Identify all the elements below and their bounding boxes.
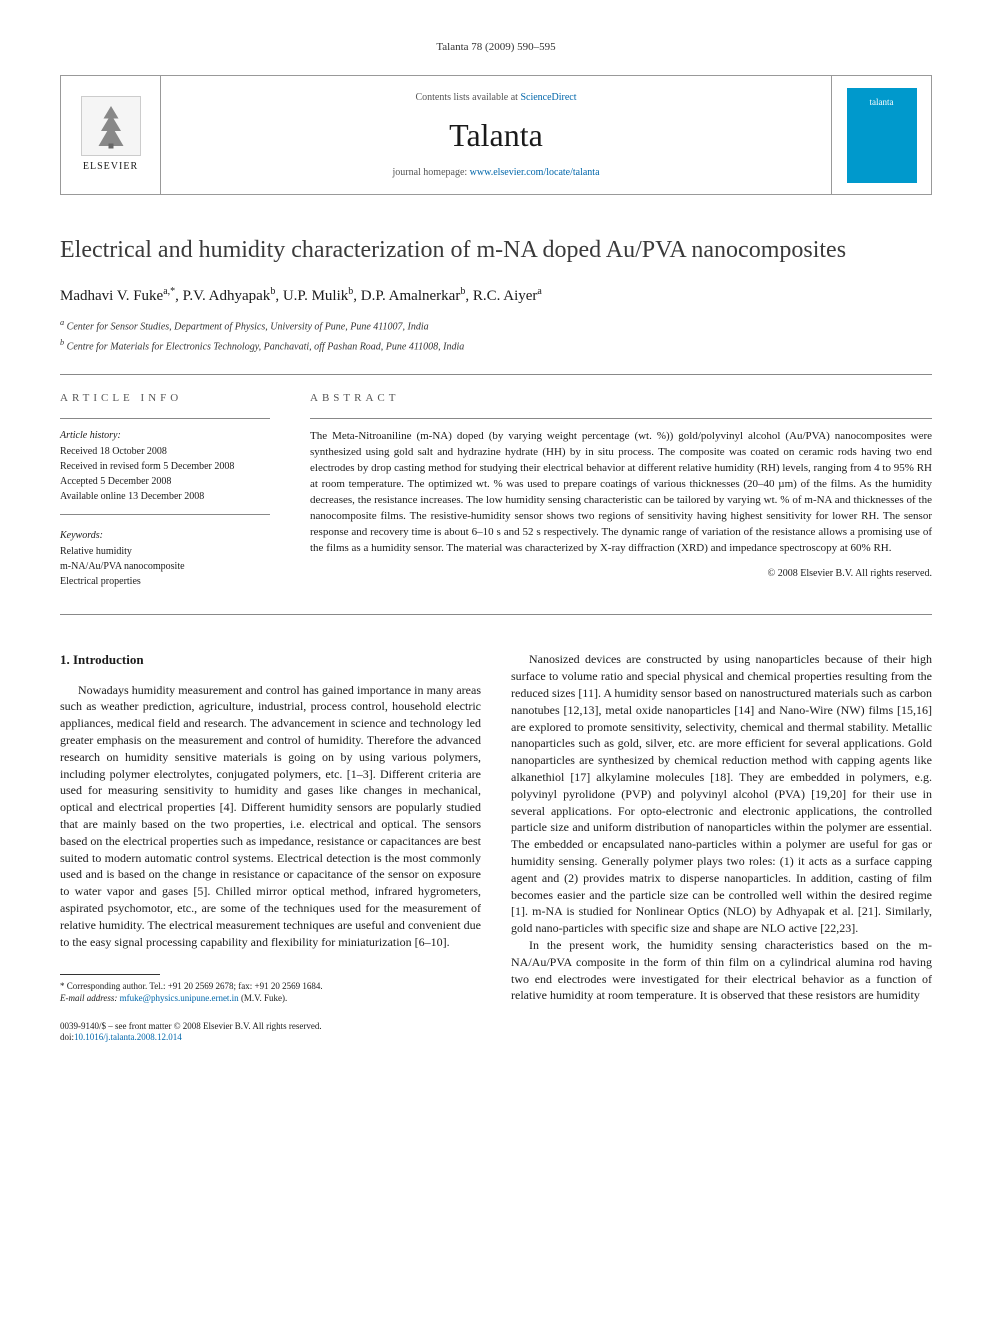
- author-mark: b: [348, 286, 353, 297]
- doi-link[interactable]: 10.1016/j.talanta.2008.12.014: [74, 1032, 182, 1042]
- author-list: Madhavi V. Fukea,*, P.V. Adhyapakb, U.P.…: [60, 285, 932, 307]
- author-name: Madhavi V. Fuke: [60, 288, 163, 304]
- email-label: E-mail address:: [60, 993, 120, 1003]
- author-name: R.C. Aiyer: [473, 288, 538, 304]
- running-header: Talanta 78 (2009) 590–595: [60, 40, 932, 55]
- divider: [60, 374, 932, 375]
- homepage-line: journal homepage: www.elsevier.com/locat…: [392, 166, 599, 180]
- keyword: Electrical properties: [60, 575, 270, 589]
- abstract-heading: ABSTRACT: [310, 391, 932, 406]
- abstract-block: ABSTRACT The Meta-Nitroaniline (m-NA) do…: [310, 391, 932, 590]
- cover-label: talanta: [870, 96, 894, 109]
- author-mark: b: [270, 286, 275, 297]
- footer-block: 0039-9140/$ – see front matter © 2008 El…: [60, 1021, 481, 1044]
- email-link[interactable]: mfuke@physics.unipune.ernet.in: [120, 993, 239, 1003]
- author-name: U.P. Mulik: [283, 288, 348, 304]
- keyword: Relative humidity: [60, 545, 270, 559]
- masthead-center: Contents lists available at ScienceDirec…: [161, 76, 831, 194]
- publisher-block: ELSEVIER: [61, 76, 161, 194]
- author: P.V. Adhyapakb: [183, 288, 276, 304]
- corresponding-footnote: * Corresponding author. Tel.: +91 20 256…: [60, 981, 481, 1004]
- elsevier-tree-icon: [81, 96, 141, 156]
- history-label: Article history:: [60, 429, 270, 443]
- divider: [60, 514, 270, 515]
- meta-row: ARTICLE INFO Article history: Received 1…: [60, 391, 932, 590]
- affiliation-mark: a: [60, 318, 64, 327]
- affiliation: a Center for Sensor Studies, Department …: [60, 317, 932, 334]
- author-name: P.V. Adhyapak: [183, 288, 271, 304]
- body-columns: 1. Introduction Nowadays humidity measur…: [60, 651, 932, 1044]
- history-item: Available online 13 December 2008: [60, 490, 270, 504]
- divider: [60, 614, 932, 615]
- issn-line: 0039-9140/$ – see front matter © 2008 El…: [60, 1021, 481, 1033]
- doi-line: doi:10.1016/j.talanta.2008.12.014: [60, 1032, 481, 1044]
- divider: [310, 418, 932, 419]
- contents-line: Contents lists available at ScienceDirec…: [415, 91, 576, 105]
- article-info-block: ARTICLE INFO Article history: Received 1…: [60, 391, 270, 590]
- author-mark: a,*: [163, 286, 175, 297]
- affiliation-mark: b: [60, 338, 64, 347]
- author: U.P. Mulikb: [283, 288, 353, 304]
- contents-prefix: Contents lists available at: [415, 92, 520, 103]
- doi-label: doi:: [60, 1032, 74, 1042]
- column-left: 1. Introduction Nowadays humidity measur…: [60, 651, 481, 1044]
- divider: [60, 418, 270, 419]
- affiliation-text: Center for Sensor Studies, Department of…: [67, 322, 429, 333]
- author: D.P. Amalnerkarb: [361, 288, 466, 304]
- email-person: (M.V. Fuke).: [239, 993, 288, 1003]
- copyright: © 2008 Elsevier B.V. All rights reserved…: [310, 567, 932, 581]
- history-item: Received 18 October 2008: [60, 445, 270, 459]
- history-item: Received in revised form 5 December 2008: [60, 460, 270, 474]
- publisher-name: ELSEVIER: [83, 160, 138, 174]
- author-name: D.P. Amalnerkar: [361, 288, 461, 304]
- masthead: ELSEVIER Contents lists available at Sci…: [60, 75, 932, 195]
- sciencedirect-link[interactable]: ScienceDirect: [520, 92, 576, 103]
- section-heading: 1. Introduction: [60, 651, 481, 669]
- author-mark: a: [537, 286, 541, 297]
- author-mark: b: [460, 286, 465, 297]
- keywords-label: Keywords:: [60, 529, 270, 543]
- abstract-text: The Meta-Nitroaniline (m-NA) doped (by v…: [310, 429, 932, 557]
- column-right: Nanosized devices are constructed by usi…: [511, 651, 932, 1044]
- homepage-prefix: journal homepage:: [392, 167, 469, 178]
- author: R.C. Aiyera: [473, 288, 542, 304]
- cover-block: talanta: [831, 76, 931, 194]
- article-info-heading: ARTICLE INFO: [60, 391, 270, 406]
- journal-name: Talanta: [449, 113, 543, 158]
- journal-cover-thumb: talanta: [847, 88, 917, 183]
- footnote-line: * Corresponding author. Tel.: +91 20 256…: [60, 981, 481, 993]
- keyword: m-NA/Au/PVA nanocomposite: [60, 560, 270, 574]
- footnote-line: E-mail address: mfuke@physics.unipune.er…: [60, 993, 481, 1005]
- footnote-separator: [60, 974, 160, 975]
- paragraph: Nanosized devices are constructed by usi…: [511, 651, 932, 937]
- affiliation: b Centre for Materials for Electronics T…: [60, 337, 932, 354]
- affiliation-text: Centre for Materials for Electronics Tec…: [67, 341, 465, 352]
- paragraph: In the present work, the humidity sensin…: [511, 937, 932, 1004]
- history-item: Accepted 5 December 2008: [60, 475, 270, 489]
- paragraph: Nowadays humidity measurement and contro…: [60, 682, 481, 951]
- homepage-link[interactable]: www.elsevier.com/locate/talanta: [470, 167, 600, 178]
- article-title: Electrical and humidity characterization…: [60, 235, 932, 265]
- author: Madhavi V. Fukea,*: [60, 288, 175, 304]
- affiliations: a Center for Sensor Studies, Department …: [60, 317, 932, 354]
